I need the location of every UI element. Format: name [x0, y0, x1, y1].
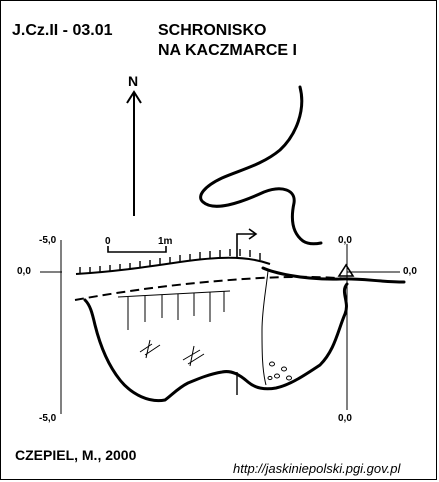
section-direction-arrow-icon: [236, 228, 258, 258]
wall-line: [261, 270, 269, 386]
depth-label-right-top: 0,0: [338, 235, 352, 246]
entrance-marker-icon: [337, 263, 355, 277]
cave-name-line-1: SCHRONISKO: [158, 22, 267, 39]
north-label: N: [128, 73, 139, 89]
ceiling-hatching: [117, 290, 231, 330]
rock-debris-symbols: [139, 339, 205, 367]
cave-code: J.Cz.II - 03.01: [12, 22, 113, 39]
surface-hatching: [79, 249, 261, 274]
plan-view-outline: [199, 85, 323, 246]
cross-section-outline: [83, 266, 406, 403]
surface-line: [75, 256, 271, 275]
depth-label-left-mid: 0,0: [17, 266, 31, 277]
scale-bar: [107, 246, 167, 253]
cave-name-line-2: NA KACZMARCE I: [158, 42, 297, 59]
source-url[interactable]: http://jaskiniepolski.pgi.gov.pl: [233, 461, 401, 476]
pebble-symbols: [267, 361, 292, 381]
depth-label-right-bottom: 0,0: [338, 413, 352, 424]
depth-label-left-top: -5,0: [39, 235, 57, 246]
scale-end-label: 1m: [158, 236, 173, 247]
dashed-reference-line: [74, 275, 348, 301]
depth-label-left-bottom: -5,0: [39, 413, 57, 424]
scale-start-label: 0: [105, 236, 111, 247]
author-credit: CZEPIEL, M., 2000: [15, 447, 137, 463]
north-arrow-icon: [126, 90, 142, 216]
depth-label-right-mid: 0,0: [403, 266, 417, 277]
